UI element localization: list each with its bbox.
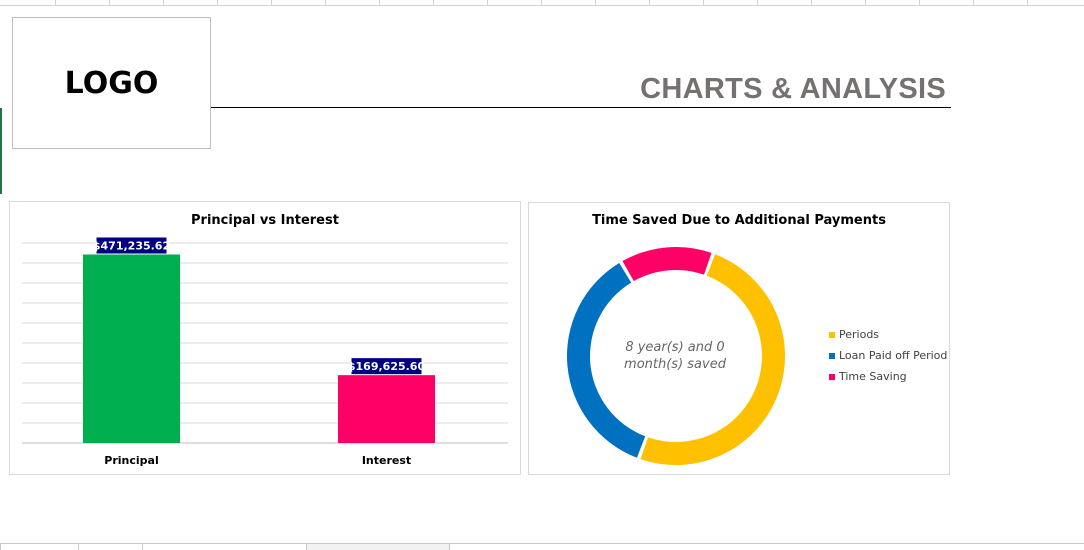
legend-label: Loan Paid off Period (839, 349, 948, 362)
data-label: $169,625.60 (348, 360, 426, 373)
title-underline (211, 107, 951, 108)
donut-slice-periods[interactable] (640, 254, 785, 465)
column-divider (649, 0, 650, 5)
column-divider (433, 0, 434, 5)
donut-chart-canvas (567, 247, 785, 465)
column-divider (217, 0, 218, 5)
chart-title: Principal vs Interest (191, 213, 339, 228)
bar-chart-canvas: $471,235.62 Principal $169,625.60 Interest (22, 237, 508, 467)
time-saved-chart[interactable]: Time Saved Due to Additional Payments 8 … (528, 202, 950, 475)
column-divider (55, 0, 56, 5)
column-divider (703, 0, 704, 5)
sheet-tab[interactable] (142, 544, 307, 550)
column-divider (1027, 0, 1028, 5)
logo-placeholder: LOGO (12, 17, 211, 149)
column-divider (757, 0, 758, 5)
sheet-tab[interactable] (0, 544, 80, 550)
donut-center-label: 8 year(s) and 0 month(s) saved (624, 340, 726, 372)
sheet-tab-bar[interactable] (0, 543, 1084, 550)
column-divider (865, 0, 866, 5)
legend-swatch (829, 331, 835, 338)
legend-label: Periods (839, 328, 880, 341)
legend-swatch (829, 352, 835, 359)
data-label-box (96, 237, 167, 254)
legend-item: Periods (829, 324, 947, 345)
sheet-tab[interactable] (78, 544, 144, 550)
column-divider (973, 0, 974, 5)
legend-item: Time Saving (829, 366, 947, 387)
donut-slice-loan-paid-off-period[interactable] (567, 262, 646, 458)
page-title: CHARTS & ANALYSIS (640, 73, 946, 105)
column-divider (541, 0, 542, 5)
column-header-strip (0, 0, 1084, 6)
category-label: Principal (104, 454, 158, 467)
legend-item: Loan Paid off Period (829, 345, 947, 366)
donut-slice-time-saving[interactable] (622, 247, 712, 282)
column-divider (163, 0, 164, 5)
column-divider (109, 0, 110, 5)
bar-interest[interactable] (338, 375, 435, 443)
selection-edge (0, 108, 2, 194)
column-divider (271, 0, 272, 5)
data-label-box (351, 358, 422, 375)
bar-principal[interactable] (83, 254, 180, 443)
principal-vs-interest-chart[interactable]: Principal vs Interest $471,235.62 Princip… (9, 201, 521, 475)
column-divider (379, 0, 380, 5)
category-label: Interest (362, 454, 411, 467)
column-divider (595, 0, 596, 5)
column-divider (811, 0, 812, 5)
legend-swatch (829, 373, 835, 380)
column-divider (325, 0, 326, 5)
legend-label: Time Saving (839, 370, 907, 383)
chart-title: Time Saved Due to Additional Payments (592, 213, 886, 228)
data-label: $471,235.62 (93, 240, 170, 253)
sheet-tab[interactable] (449, 544, 1084, 550)
column-divider (487, 0, 488, 5)
chart-legend: Periods Loan Paid off Period Time Saving (829, 324, 947, 387)
column-divider (919, 0, 920, 5)
